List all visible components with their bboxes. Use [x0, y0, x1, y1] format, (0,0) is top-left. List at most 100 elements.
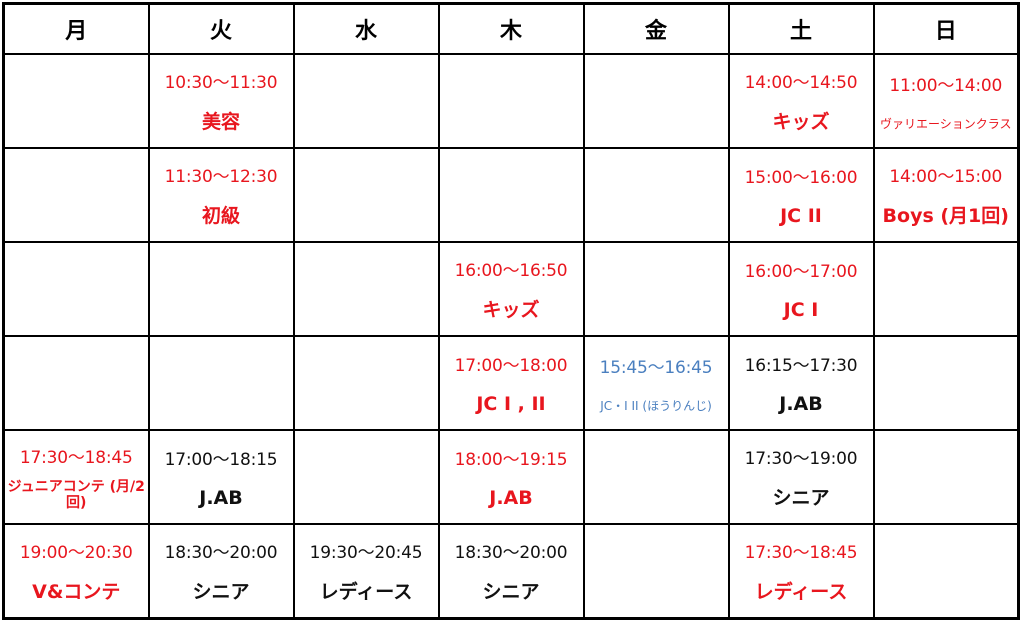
class-time: 11:00〜14:00 — [889, 75, 1003, 96]
schedule-cell-sun — [872, 523, 1020, 620]
class-time: 16:15〜17:30 — [744, 356, 858, 377]
class-name: キッズ — [482, 299, 540, 321]
schedule-cell-sun: 11:00〜14:00 ヴァリエーションクラス — [872, 53, 1020, 149]
schedule-cell-sat: 16:00〜17:00 JC I — [727, 241, 875, 337]
class-slot: 18:00〜19:15 J.AB — [441, 432, 582, 522]
class-name: 美容 — [201, 111, 240, 133]
class-slot: 16:15〜17:30 J.AB — [731, 338, 872, 428]
schedule-cell-wed — [292, 147, 440, 243]
schedule-cell-tue: 18:30〜20:00 シニア — [147, 523, 295, 620]
class-time: 14:00〜15:00 — [889, 167, 1003, 187]
class-name: ヴァリエーションクラス — [879, 116, 1012, 131]
schedule-cell-sun: 14:00〜15:00 Boys (月1回) — [872, 147, 1020, 243]
schedule-cell-sun — [872, 335, 1020, 431]
class-name: シニア — [772, 487, 830, 509]
class-time: 14:00〜14:50 — [744, 73, 858, 93]
schedule-cell-fri — [582, 523, 730, 620]
schedule-body: 10:30〜11:30 美容 14:00〜14:50 キッズ 11:00〜14:00 ヴァ… — [2, 53, 1020, 620]
class-time: 18:00〜19:15 — [454, 450, 568, 471]
schedule-cell-sat: 17:30〜18:45 レディース — [727, 523, 875, 620]
schedule-cell-wed: 19:30〜20:45 レディース — [292, 523, 440, 620]
class-slot: 17:30〜18:45 レディース — [731, 526, 872, 617]
schedule-row: 16:00〜16:50 キッズ 16:00〜17:00 JC I — [2, 241, 1020, 337]
schedule-cell-thu: 16:00〜16:50 キッズ — [437, 241, 585, 337]
day-header-thu: 木 — [437, 2, 585, 55]
schedule-cell-fri — [582, 147, 730, 243]
class-name: レディース — [754, 581, 848, 603]
day-header-mon: 月 — [2, 2, 150, 55]
class-time: 19:00〜20:30 — [19, 543, 133, 563]
schedule-cell-thu — [437, 147, 585, 243]
class-time: 17:30〜19:00 — [744, 449, 858, 469]
class-slot: 11:30〜12:30 初級 — [151, 150, 292, 240]
schedule-cell-mon — [2, 241, 150, 337]
class-time: 15:00〜16:00 — [744, 168, 858, 189]
schedule-cell-thu — [437, 53, 585, 149]
class-name: ジュニアコンテ (月/2回) — [7, 479, 145, 512]
schedule-cell-fri — [582, 429, 730, 525]
class-slot: 15:00〜16:00 JC II — [731, 150, 872, 240]
schedule-cell-thu: 17:00〜18:00 JC I , II — [437, 335, 585, 431]
day-header-tue: 火 — [147, 2, 295, 55]
class-slot: 16:00〜17:00 JC I — [731, 244, 872, 334]
class-name: シニア — [192, 581, 250, 603]
schedule-cell-sun — [872, 241, 1020, 337]
schedule-cell-mon: 17:30〜18:45 ジュニアコンテ (月/2回) — [2, 429, 150, 525]
schedule-row: 10:30〜11:30 美容 14:00〜14:50 キッズ 11:00〜14:00 ヴァ… — [2, 53, 1020, 149]
schedule-cell-wed — [292, 53, 440, 149]
schedule-cell-sat: 17:30〜19:00 シニア — [727, 429, 875, 525]
class-time: 16:00〜17:00 — [744, 262, 858, 283]
class-time: 18:30〜20:00 — [164, 543, 278, 563]
class-name: シニア — [482, 581, 540, 603]
schedule-cell-thu: 18:00〜19:15 J.AB — [437, 429, 585, 525]
class-slot: 19:30〜20:45 レディース — [296, 526, 437, 617]
day-header-sun: 日 — [872, 2, 1020, 55]
class-slot: 18:30〜20:00 シニア — [151, 526, 292, 617]
schedule-cell-sat: 15:00〜16:00 JC II — [727, 147, 875, 243]
class-slot: 14:00〜15:00 Boys (月1回) — [876, 150, 1017, 240]
schedule-cell-tue: 17:00〜18:15 J.AB — [147, 429, 295, 525]
schedule-cell-fri: 15:45〜16:45 JC・I II (ほうりんじ) — [582, 335, 730, 431]
class-name: J.AB — [779, 392, 823, 415]
schedule-cell-fri — [582, 241, 730, 337]
schedule-cell-mon — [2, 53, 150, 149]
schedule-cell-tue — [147, 241, 295, 337]
schedule-cell-mon — [2, 335, 150, 431]
class-name: JC I — [783, 298, 819, 321]
class-name: JC I , II — [476, 392, 546, 415]
class-slot: 16:00〜16:50 キッズ — [441, 244, 582, 334]
schedule-cell-tue: 11:30〜12:30 初級 — [147, 147, 295, 243]
schedule-row: 17:30〜18:45 ジュニアコンテ (月/2回) 17:00〜18:15 J.AB… — [2, 429, 1020, 525]
class-time: 17:00〜18:15 — [164, 450, 278, 471]
schedule-cell-wed — [292, 429, 440, 525]
schedule-cell-wed — [292, 335, 440, 431]
schedule-cell-mon — [2, 147, 150, 243]
day-header-sat: 土 — [727, 2, 875, 55]
schedule-cell-wed — [292, 241, 440, 337]
class-slot: 17:00〜18:00 JC I , II — [441, 338, 582, 428]
class-name: キッズ — [772, 111, 830, 133]
class-name: J.AB — [489, 486, 533, 509]
class-name: レディース — [319, 581, 413, 603]
schedule-cell-mon: 19:00〜20:30 V&コンテ — [2, 523, 150, 620]
class-name: 初級 — [201, 205, 240, 227]
class-slot: 17:30〜18:45 ジュニアコンテ (月/2回) — [6, 432, 147, 522]
class-time: 17:30〜18:45 — [19, 447, 133, 468]
class-time: 16:00〜16:50 — [454, 261, 568, 281]
day-header-wed: 水 — [292, 2, 440, 55]
class-slot: 18:30〜20:00 シニア — [441, 526, 582, 617]
class-slot: 14:00〜14:50 キッズ — [731, 56, 872, 146]
class-name: J.AB — [199, 486, 243, 509]
class-time: 17:00〜18:00 — [454, 356, 568, 377]
class-time: 15:45〜16:45 — [599, 357, 713, 378]
schedule-cell-sat: 16:15〜17:30 J.AB — [727, 335, 875, 431]
schedule-row: 11:30〜12:30 初級 15:00〜16:00 JC II 14:00〜15:00… — [2, 147, 1020, 243]
class-time: 18:30〜20:00 — [454, 543, 568, 563]
day-header-fri: 金 — [582, 2, 730, 55]
schedule-cell-thu: 18:30〜20:00 シニア — [437, 523, 585, 620]
schedule-cell-sat: 14:00〜14:50 キッズ — [727, 53, 875, 149]
class-slot: 19:00〜20:30 V&コンテ — [6, 526, 147, 617]
class-time: 10:30〜11:30 — [164, 73, 278, 93]
class-slot: 11:00〜14:00 ヴァリエーションクラス — [876, 56, 1017, 146]
